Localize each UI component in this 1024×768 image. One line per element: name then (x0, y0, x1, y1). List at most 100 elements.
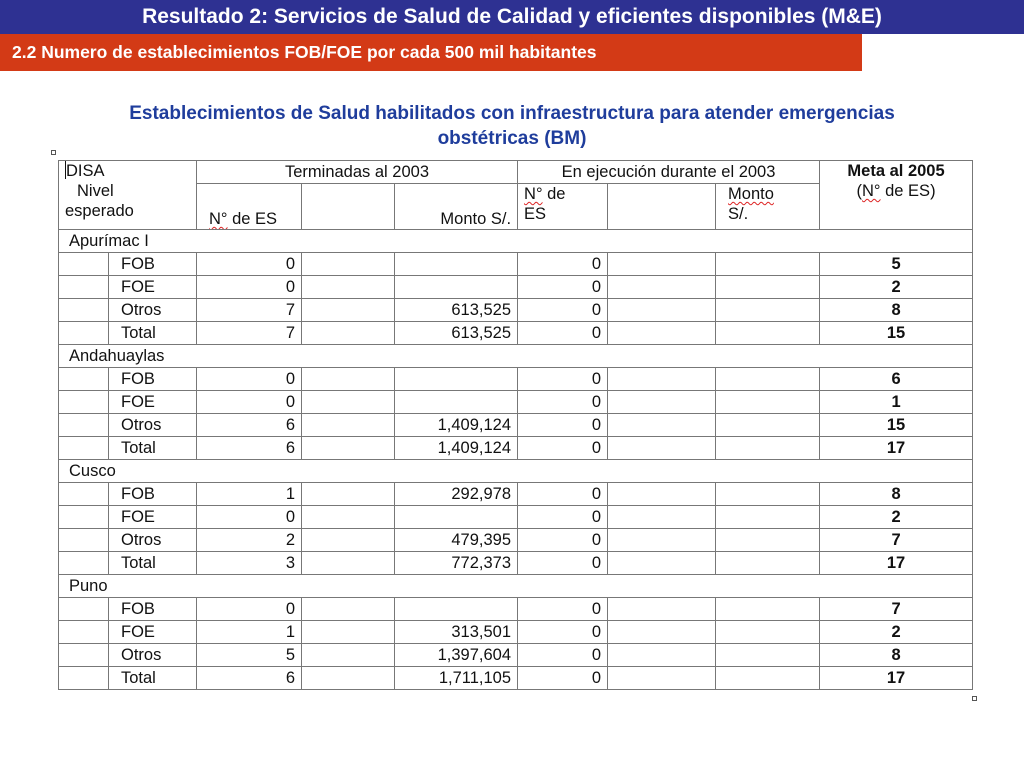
cell-ejecucion-n: 0 (517, 436, 609, 460)
cell-ejecucion-blank (607, 275, 717, 299)
cell-indent (58, 390, 109, 414)
cell-nivel: FOB (108, 367, 197, 391)
cell-nivel: Total (108, 551, 197, 575)
cell-meta: 1 (819, 390, 974, 414)
header-monto-2: Monto S/. (715, 183, 821, 230)
cell-indent (58, 367, 109, 391)
cell-ejecucion-n: 0 (517, 482, 609, 506)
table-heading-line-1: Establecimientos de Salud habilitados co… (129, 103, 895, 124)
cell-ejecucion-blank (607, 643, 717, 667)
cell-terminadas-blank (301, 390, 395, 414)
table-row: Total 7 613,525 0 15 (58, 321, 974, 345)
cell-terminadas-n: 7 (196, 321, 302, 345)
cell-indent (58, 666, 109, 690)
cell-terminadas-monto: 1,409,124 (393, 436, 519, 460)
cell-nivel: Total (108, 321, 197, 345)
cell-indent (58, 298, 109, 322)
cell-indent (58, 620, 109, 644)
cell-ejecucion-monto (715, 390, 821, 414)
establishments-table: DISA Nivel esperado Terminadas al 2003 E… (57, 160, 974, 690)
cell-ejecucion-monto (715, 275, 821, 299)
cell-nivel: FOE (108, 505, 197, 529)
cell-indent (58, 482, 109, 506)
table-heading: Establecimientos de Salud habilitados co… (40, 101, 984, 151)
cell-terminadas-monto (393, 597, 519, 621)
cell-nivel: Otros (108, 298, 197, 322)
cell-ejecucion-monto (715, 528, 821, 552)
cell-ejecucion-monto (715, 482, 821, 506)
header-monto-2-b: S/. (728, 205, 749, 223)
header-disa: DISA (66, 162, 105, 180)
selection-handle-bottom-right[interactable] (972, 696, 977, 701)
cell-indent (58, 252, 109, 276)
header-terminadas: Terminadas al 2003 (195, 160, 519, 184)
cell-terminadas-n: 0 (196, 252, 302, 276)
cell-ejecucion-blank (607, 597, 717, 621)
cell-ejecucion-monto (715, 620, 821, 644)
cell-ejecucion-monto (715, 436, 821, 460)
cell-meta: 8 (819, 482, 974, 506)
header-meta-rest: de ES) (880, 182, 936, 200)
table-row: Total 6 1,409,124 0 17 (58, 436, 974, 460)
header-n-de-rest: de (542, 185, 566, 203)
table-row: FOE 0 0 1 (58, 390, 974, 414)
selection-handle-top-left[interactable] (51, 150, 56, 155)
cell-terminadas-blank (301, 666, 395, 690)
header-monto: Monto S/. (393, 183, 519, 230)
header-meta: Meta al 2005 (N° de ES) (819, 160, 974, 230)
cell-terminadas-n: 6 (196, 413, 302, 437)
cell-ejecucion-n: 0 (517, 367, 609, 391)
cell-ejecucion-blank (607, 620, 717, 644)
group-label: Puno (57, 574, 974, 598)
table-row: FOE 1 313,501 0 2 (58, 620, 974, 644)
cell-meta: 6 (819, 367, 974, 391)
cell-terminadas-blank (301, 643, 395, 667)
cell-terminadas-n: 0 (196, 505, 302, 529)
table-row: FOB 0 0 7 (58, 597, 974, 621)
cell-ejecucion-monto (715, 321, 821, 345)
cell-ejecucion-n: 0 (517, 620, 609, 644)
group-row: Puno (57, 574, 974, 598)
cell-terminadas-monto: 1,711,105 (393, 666, 519, 690)
cell-indent (58, 551, 109, 575)
cell-terminadas-monto: 313,501 (393, 620, 519, 644)
cell-terminadas-n: 0 (196, 390, 302, 414)
cell-meta: 15 (819, 413, 974, 437)
cell-ejecucion-n: 0 (517, 505, 609, 529)
cell-ejecucion-n: 0 (517, 666, 609, 690)
group-row: Cusco (57, 459, 974, 483)
group-label: Andahuaylas (57, 344, 974, 368)
cell-terminadas-blank (301, 252, 395, 276)
cell-nivel: FOB (108, 482, 197, 506)
cell-terminadas-blank (301, 367, 395, 391)
cell-terminadas-n: 0 (196, 597, 302, 621)
cell-ejecucion-blank (607, 390, 717, 414)
cell-meta: 17 (819, 436, 974, 460)
cell-nivel: FOE (108, 390, 197, 414)
table-row: FOE 0 0 2 (58, 275, 974, 299)
header-meta-line-1: Meta al 2005 (847, 162, 945, 180)
cell-terminadas-n: 0 (196, 275, 302, 299)
cell-ejecucion-n: 0 (517, 390, 609, 414)
cell-meta: 2 (819, 620, 974, 644)
header-row-2: N° de ES Monto S/. N° de ES Monto S/. (59, 183, 973, 230)
cell-terminadas-n: 1 (196, 620, 302, 644)
cell-meta: 8 (819, 298, 974, 322)
cell-meta: 2 (819, 505, 974, 529)
cell-terminadas-n: 0 (196, 367, 302, 391)
cell-indent (58, 275, 109, 299)
cell-terminadas-monto: 1,397,604 (393, 643, 519, 667)
header-meta-no: N° (862, 182, 881, 200)
header-meta-prefix: ( (856, 182, 863, 200)
cell-nivel: FOE (108, 620, 197, 644)
table-row: Total 6 1,711,105 0 17 (58, 666, 974, 690)
cell-ejecucion-blank (607, 413, 717, 437)
header-n-es-rest: de ES (227, 210, 278, 228)
cell-ejecucion-n: 0 (517, 643, 609, 667)
cell-indent (58, 643, 109, 667)
cell-ejecucion-blank (607, 436, 717, 460)
header-row-1: DISA Nivel esperado Terminadas al 2003 E… (58, 160, 974, 230)
cell-terminadas-n: 1 (196, 482, 302, 506)
table-heading-line-2: obstétricas (BM) (437, 128, 587, 149)
slide-subtitle: 2.2 Numero de establecimientos FOB/FOE p… (0, 34, 862, 71)
